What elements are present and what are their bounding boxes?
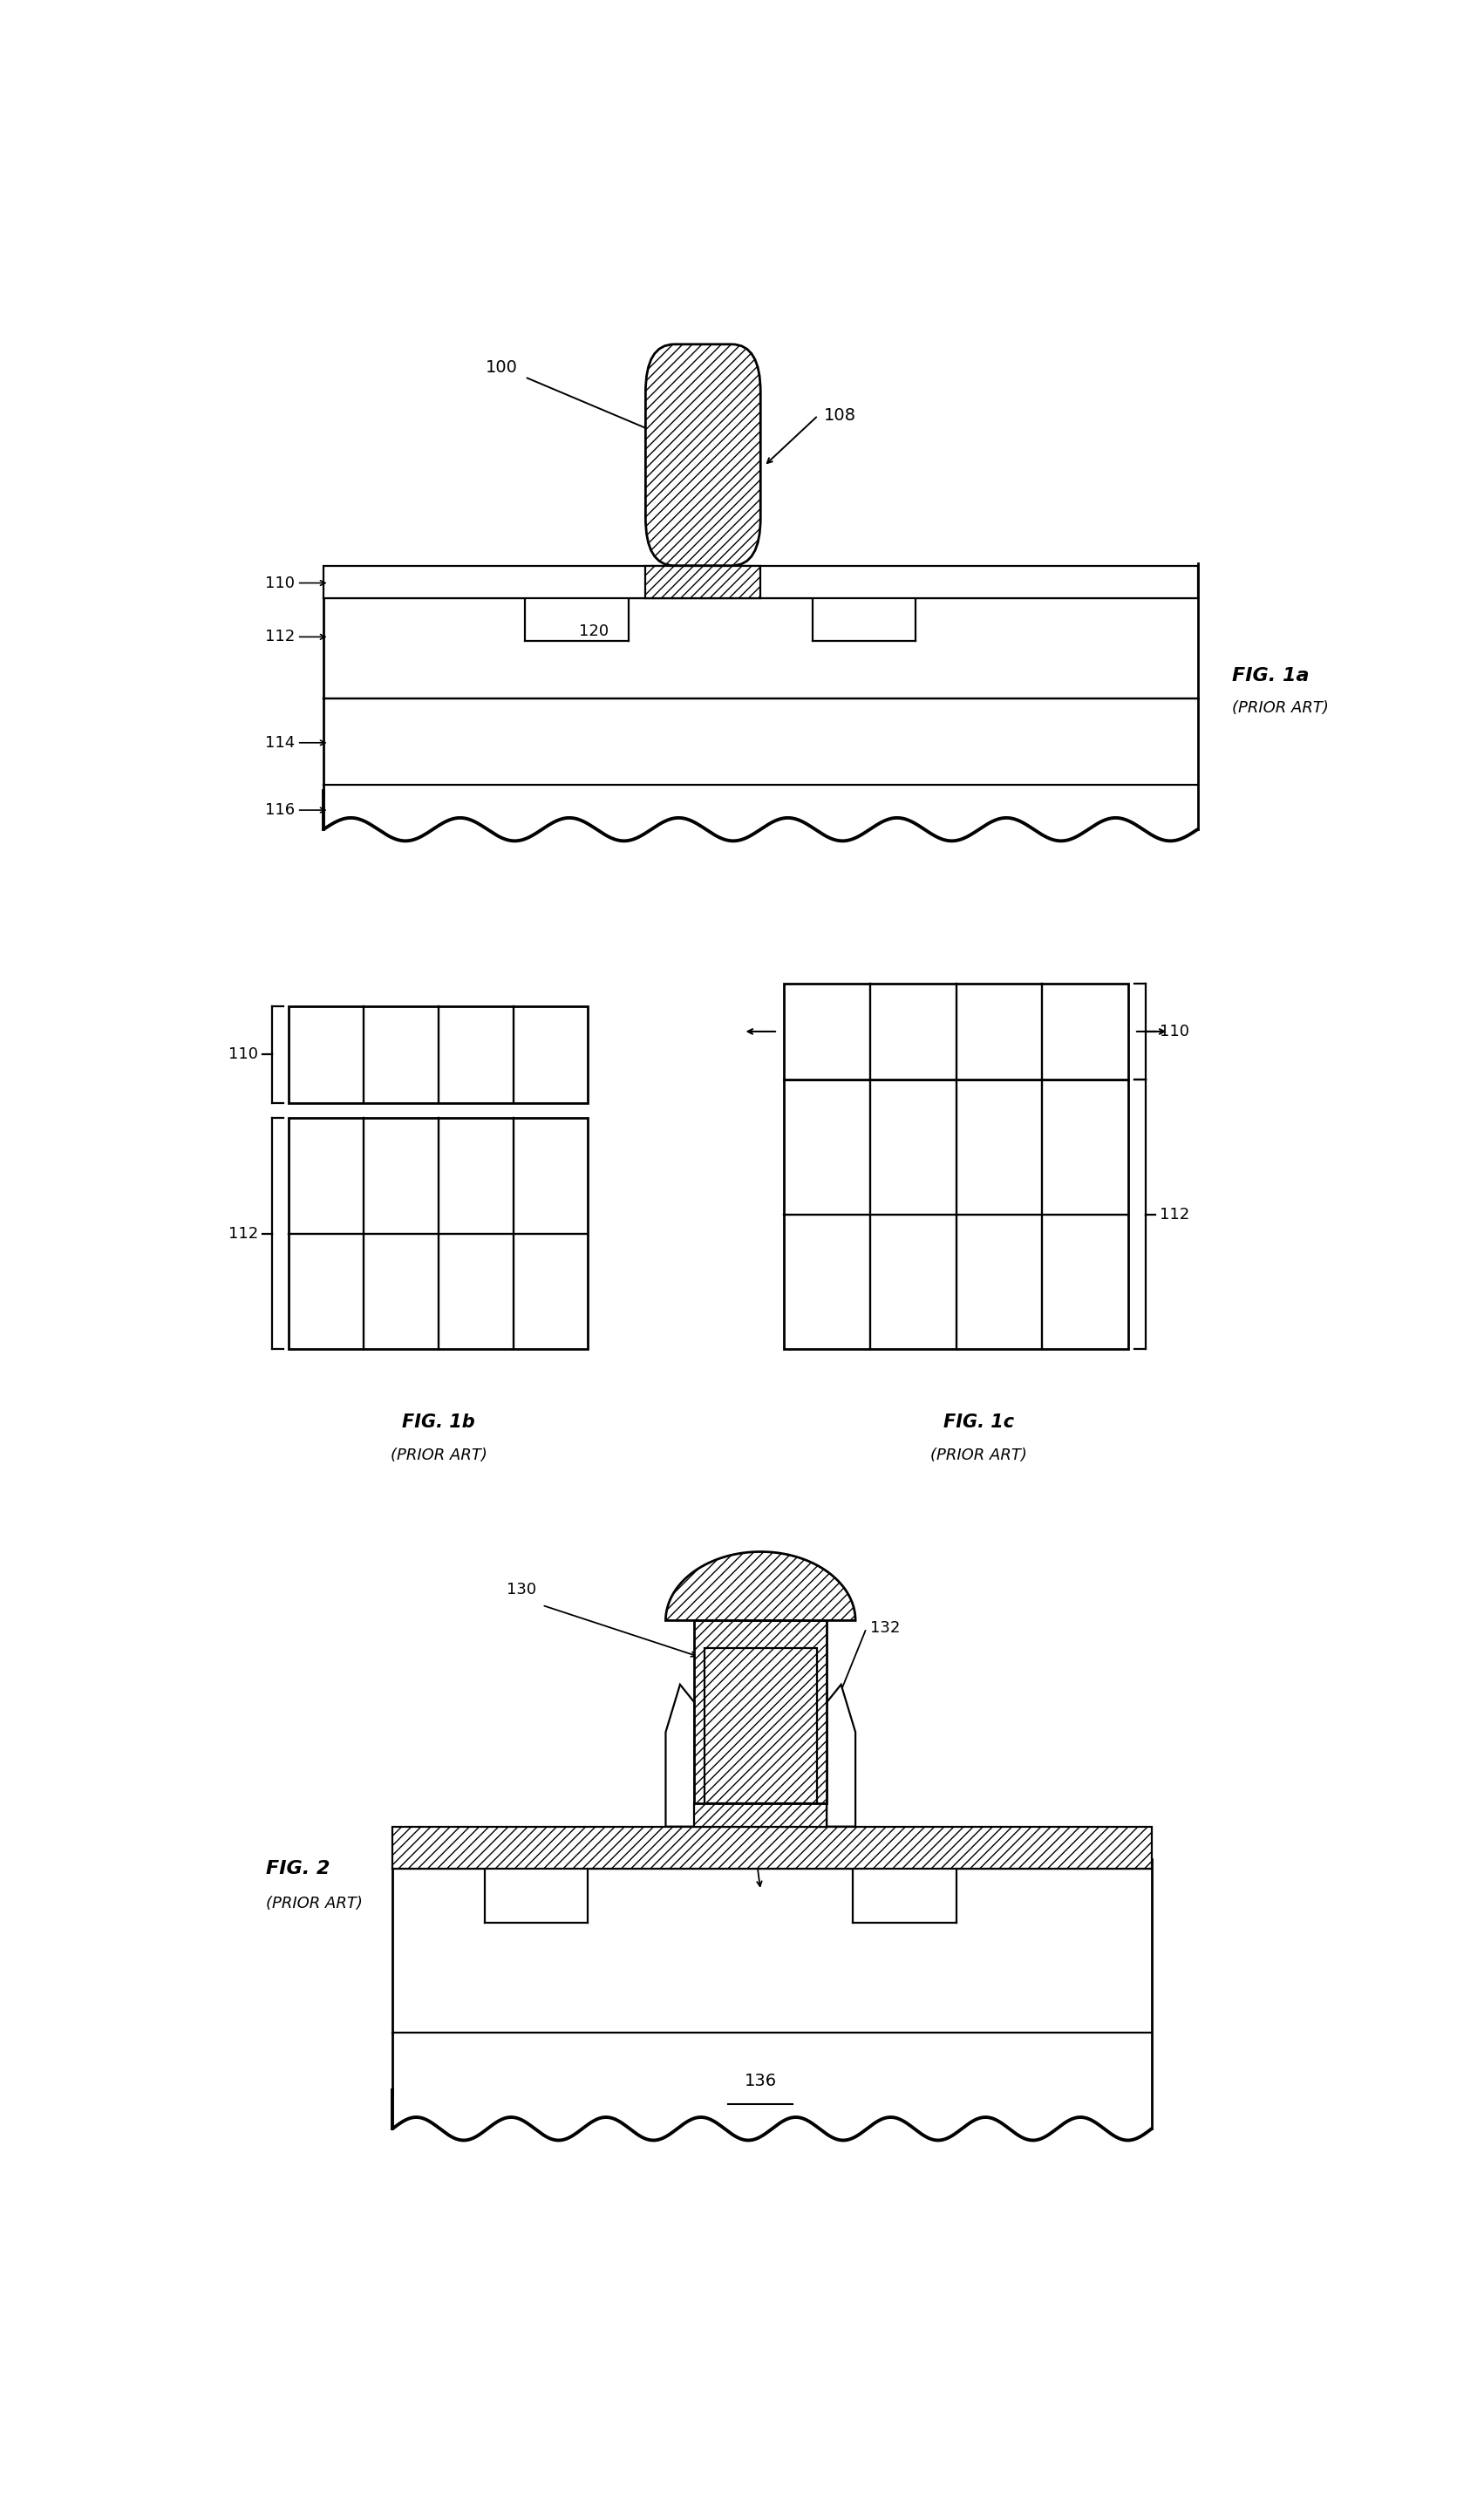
Bar (695, 1620, 827, 1802)
Text: (PRIOR ART): (PRIOR ART) (930, 1448, 1027, 1462)
Bar (392, 1828, 1152, 1870)
Bar (784, 1080, 1129, 1350)
Text: 114: 114 (266, 735, 295, 750)
Text: 110: 110 (229, 1048, 258, 1062)
Text: FIG. 1a: FIG. 1a (1232, 668, 1309, 685)
Text: 112: 112 (1159, 1208, 1190, 1222)
Text: FIG. 1b: FIG. 1b (402, 1412, 475, 1430)
Bar (289, 1008, 588, 1102)
Text: 132: 132 (870, 1620, 899, 1635)
Bar (646, 565, 760, 598)
Bar (784, 982, 1129, 1080)
Bar (695, 1802, 827, 1828)
Text: FIG. 2: FIG. 2 (266, 1860, 329, 1877)
Text: 136: 136 (745, 2072, 776, 2090)
Text: 116: 116 (266, 802, 295, 818)
Bar (289, 1118, 588, 1350)
Text: (PRIOR ART): (PRIOR ART) (266, 1895, 362, 1912)
Text: 108: 108 (824, 408, 856, 425)
Polygon shape (827, 1685, 855, 1828)
Text: 130: 130 (506, 1582, 536, 1598)
Polygon shape (666, 1685, 695, 1828)
Text: 110: 110 (266, 575, 295, 590)
Polygon shape (666, 1552, 855, 1620)
Text: 110: 110 (1159, 1022, 1189, 1040)
Text: FIG. 1c: FIG. 1c (944, 1412, 1015, 1430)
FancyBboxPatch shape (705, 1648, 816, 1802)
Bar (324, 565, 1198, 598)
FancyBboxPatch shape (646, 345, 760, 565)
Text: 134: 134 (705, 1775, 735, 1790)
Text: 112: 112 (266, 630, 295, 645)
Text: 112: 112 (229, 1225, 258, 1242)
Text: 100: 100 (485, 360, 518, 375)
Text: 120: 120 (579, 622, 608, 640)
Text: (PRIOR ART): (PRIOR ART) (390, 1448, 487, 1462)
Text: (PRIOR ART): (PRIOR ART) (1232, 700, 1328, 715)
